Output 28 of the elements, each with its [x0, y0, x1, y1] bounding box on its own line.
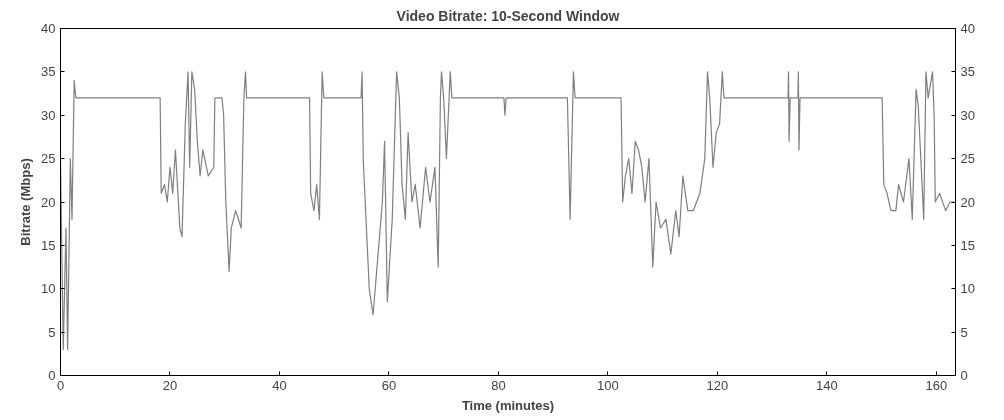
x-tick-label: 140 — [816, 377, 838, 393]
y2-tick-label: 20 — [960, 194, 975, 210]
x-tick-label: 60 — [381, 377, 397, 393]
y2-tick-label: 10 — [960, 281, 975, 297]
y-tick-label: 30 — [41, 107, 56, 123]
x-tick-label: 40 — [272, 377, 287, 393]
y2-tick-label: 40 — [960, 21, 975, 36]
y2-tick-label: 30 — [960, 107, 975, 123]
x-tick-label: 20 — [162, 377, 178, 393]
x-tick-label: 120 — [706, 377, 729, 393]
y-tick-label: 35 — [41, 64, 56, 80]
chart-title: Video Bitrate: 10-Second Window — [396, 7, 620, 24]
line-series — [60, 71, 955, 351]
y2-tick-label: 25 — [960, 151, 975, 167]
y-tick-label: 20 — [41, 194, 56, 210]
x-tick-label: 160 — [925, 377, 948, 393]
y-tick-label: 40 — [41, 21, 56, 36]
x-axis-title: Time (minutes) — [461, 397, 555, 413]
x-tick-label: 80 — [491, 377, 506, 393]
y-tick-label: 25 — [41, 151, 56, 167]
y-axis-title: Bitrate (Mbps) — [18, 158, 34, 246]
y-tick-label: 15 — [41, 237, 56, 253]
y2-tick-label: 15 — [960, 237, 975, 253]
y2-tick-label: 35 — [960, 64, 975, 80]
x-tick-label: 100 — [597, 377, 619, 393]
y-tick-label: 10 — [41, 281, 56, 297]
y2-tick-label: 5 — [960, 324, 968, 340]
y-tick-label: 5 — [48, 324, 56, 340]
